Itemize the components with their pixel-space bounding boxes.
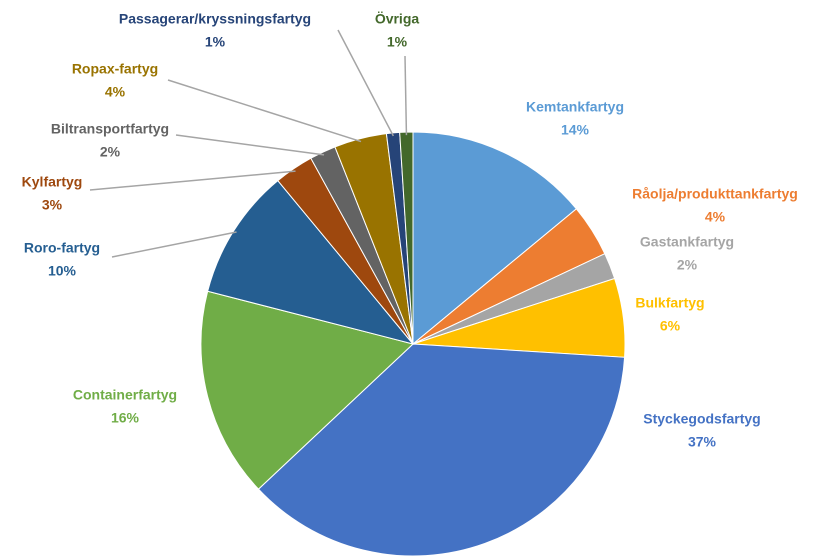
slice-value-label: 1% (205, 34, 226, 50)
slice-label: Kylfartyg (22, 174, 83, 190)
leader-line (337, 29, 394, 137)
slice-value-label: 3% (42, 197, 63, 213)
leader-line (175, 134, 325, 156)
slice-label: Ropax-fartyg (72, 61, 158, 77)
slice-label: Övriga (375, 11, 420, 27)
leader-line (404, 55, 408, 136)
slice-value-label: 2% (677, 257, 698, 273)
slice-label: Containerfartyg (73, 387, 177, 403)
slice-value-label: 2% (100, 144, 121, 160)
pie-slice (200, 290, 415, 490)
slice-label: Gastankfartyg (640, 234, 734, 250)
slice-value-label: 6% (660, 318, 681, 334)
slice-label: Kemtankfartyg (526, 99, 624, 115)
leader-line (89, 170, 296, 191)
slice-value-label: 14% (561, 122, 590, 138)
slice-label: Biltransportfartyg (51, 121, 169, 137)
slice-value-label: 16% (111, 410, 140, 426)
leader-line (167, 79, 362, 143)
slice-value-label: 4% (705, 209, 726, 225)
slice-value-label: 4% (105, 84, 126, 100)
slice-label: Bulkfartyg (635, 295, 704, 311)
slice-label: Råolja/produkttankfartyg (632, 186, 798, 202)
pie-slice (257, 343, 626, 556)
slice-value-label: 10% (48, 263, 77, 279)
pie-slice (412, 131, 578, 346)
leader-line (111, 231, 237, 258)
pie-slice (207, 179, 415, 345)
slice-label: Passagerar/kryssningsfartyg (119, 11, 311, 27)
slice-label: Roro-fartyg (24, 240, 100, 256)
slice-value-label: 1% (387, 34, 408, 50)
slice-label: Styckegodsfartyg (643, 411, 760, 427)
slice-value-label: 37% (688, 434, 717, 450)
